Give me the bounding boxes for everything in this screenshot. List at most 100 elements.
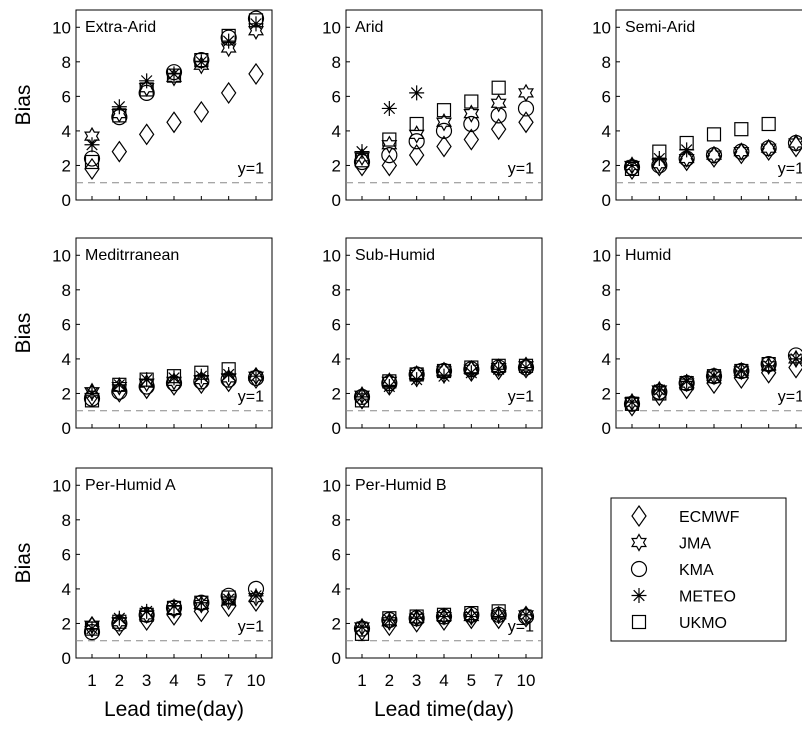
y-tick-label: 6 xyxy=(602,87,611,106)
point-ukmo xyxy=(248,13,264,28)
y-tick-label: 4 xyxy=(62,350,71,369)
point-meteo xyxy=(761,358,777,374)
point-meteo xyxy=(381,100,397,116)
point-meteo xyxy=(354,389,370,405)
point-meteo xyxy=(166,370,182,386)
reference-line-label: y=1 xyxy=(508,161,534,178)
point-ukmo xyxy=(166,68,182,83)
x-tick-label: 3 xyxy=(412,671,421,690)
point-ukmo xyxy=(84,154,100,170)
x-tick-label: 5 xyxy=(467,671,476,690)
point-jma xyxy=(248,366,264,386)
y-tick-label: 8 xyxy=(332,511,341,530)
y-tick-label: 6 xyxy=(62,545,71,564)
panel-meditrranean: 0 2 4 6 8 10 Meditrranean y=1 Bias xyxy=(12,237,273,438)
point-ukmo xyxy=(409,609,424,624)
legend-box xyxy=(610,497,787,642)
point-ukmo xyxy=(679,135,694,151)
point-ecmwf xyxy=(463,607,480,630)
y-tick-label: 4 xyxy=(62,122,71,141)
y-tick-label: 0 xyxy=(602,419,611,438)
legend-marker-jma xyxy=(631,533,647,552)
point-kma xyxy=(787,134,802,152)
point-ukmo xyxy=(409,367,424,382)
point-ukmo xyxy=(624,396,640,411)
point-jma xyxy=(354,617,370,637)
y-tick-label: 6 xyxy=(332,315,341,334)
point-meteo xyxy=(651,382,667,398)
data-points xyxy=(353,604,535,642)
y-tick-label: 8 xyxy=(62,281,71,300)
point-meteo xyxy=(436,609,452,625)
point-meteo xyxy=(409,610,425,626)
data-points xyxy=(83,580,265,641)
point-ecmwf xyxy=(463,128,480,151)
point-jma xyxy=(463,104,480,123)
y-tick-label: 4 xyxy=(332,350,341,369)
y-tick-label: 4 xyxy=(332,122,341,141)
point-meteo xyxy=(463,365,479,381)
panel-title: Per-Humid B xyxy=(355,477,447,494)
point-jma xyxy=(220,38,237,58)
point-meteo xyxy=(166,598,182,614)
point-meteo xyxy=(624,394,640,410)
y-tick-label: 6 xyxy=(62,315,71,334)
data-points xyxy=(623,347,802,417)
panel-title: Arid xyxy=(355,19,383,36)
y-tick-label: 2 xyxy=(62,614,71,633)
data-points xyxy=(353,80,535,177)
point-meteo xyxy=(84,137,100,153)
point-ukmo xyxy=(194,365,209,380)
y-tick-label: 2 xyxy=(62,384,71,403)
y-tick-label: 10 xyxy=(52,476,71,495)
point-jma xyxy=(518,605,534,625)
legend: ECMWF JMA KMA METEO UKMO xyxy=(610,497,787,642)
point-ukmo xyxy=(491,358,506,373)
x-axis-label: Lead time(day) xyxy=(374,698,514,721)
point-meteo xyxy=(221,366,237,382)
point-ukmo xyxy=(491,80,506,95)
x-tick-label: 7 xyxy=(224,671,233,690)
panel-title: Meditrranean xyxy=(85,247,179,264)
point-jma xyxy=(624,156,640,175)
point-ukmo xyxy=(139,372,154,387)
point-ukmo xyxy=(652,386,667,401)
point-meteo xyxy=(733,363,749,379)
data-points xyxy=(83,362,265,408)
y-tick-label: 4 xyxy=(602,122,611,141)
y-tick-label: 2 xyxy=(332,156,341,175)
point-jma xyxy=(436,113,452,132)
axes-box xyxy=(615,237,802,429)
data-points xyxy=(83,10,265,180)
point-meteo xyxy=(409,85,425,101)
point-ecmwf xyxy=(84,157,100,180)
point-ukmo xyxy=(652,144,667,159)
point-ecmwf xyxy=(138,123,155,146)
y-tick-label: 4 xyxy=(62,580,71,599)
point-ecmwf xyxy=(248,62,264,85)
x-tick-label: 5 xyxy=(197,671,206,690)
point-ukmo xyxy=(112,108,127,123)
y-tick-label: 2 xyxy=(62,156,71,175)
y-tick-label: 2 xyxy=(332,614,341,633)
y-axis-label: Bias xyxy=(12,85,35,126)
point-kma xyxy=(408,133,425,150)
point-meteo xyxy=(248,16,264,32)
legend-label-ukmo: UKMO xyxy=(679,615,727,632)
x-tick-label: 10 xyxy=(247,671,266,690)
legend-marker-ukmo xyxy=(631,614,647,630)
y-tick-label: 10 xyxy=(592,246,611,265)
point-jma xyxy=(354,147,370,167)
reference-line-label: y=1 xyxy=(778,389,802,406)
panel-title: Per-Humid A xyxy=(85,477,176,494)
point-kma xyxy=(705,146,723,164)
point-ukmo xyxy=(491,604,506,619)
y-tick-label: 8 xyxy=(332,53,341,72)
point-ukmo xyxy=(112,377,127,392)
point-ukmo xyxy=(221,28,236,44)
point-meteo xyxy=(409,372,425,388)
data-points xyxy=(623,116,802,180)
point-meteo xyxy=(706,368,722,384)
y-tick-label: 4 xyxy=(602,350,611,369)
